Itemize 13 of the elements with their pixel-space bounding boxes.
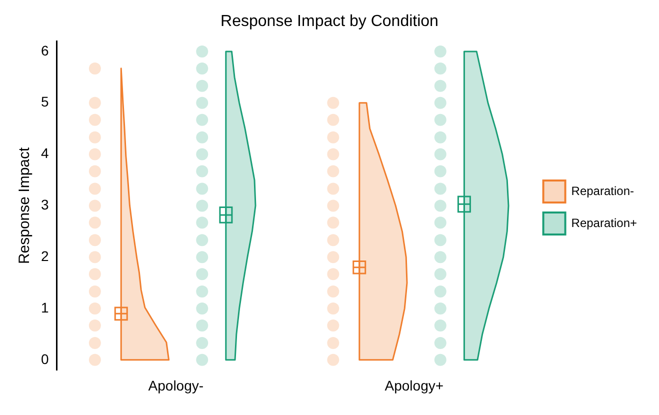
y-tick-label: 3	[40, 196, 49, 213]
y-tick-label: 4	[40, 145, 49, 162]
chart-title: Response Impact by Condition	[220, 13, 438, 30]
y-tick-label: 5	[40, 94, 49, 110]
y-tick-label: 0	[40, 350, 49, 367]
legend-label: Reparation-	[571, 184, 634, 198]
x-tick-label: Apology+	[384, 377, 444, 394]
y-tick-label: 2	[40, 248, 49, 264]
x-tick-label: Apology-	[148, 377, 204, 394]
y-axis-title: Response Impact	[16, 146, 34, 264]
y-tick-label: 1	[40, 299, 49, 316]
y-tick-label: 6	[40, 42, 49, 58]
legend-label: Reparation+	[571, 216, 638, 230]
